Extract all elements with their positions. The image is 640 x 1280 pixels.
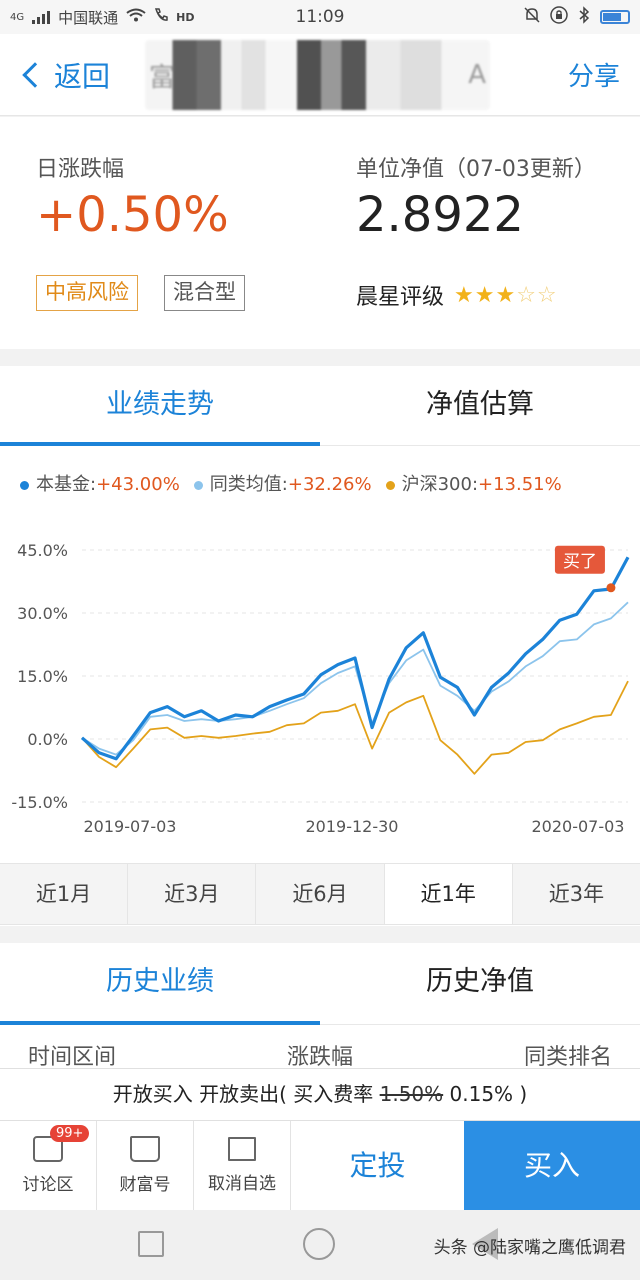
- fee-old-rate: 1.50%: [379, 1082, 444, 1106]
- legend-name: 本基金:: [36, 474, 97, 495]
- column-period: 时间区间: [28, 1045, 117, 1070]
- mute-icon: [524, 7, 540, 27]
- unfollow-label: 取消自选: [208, 1174, 276, 1194]
- x-tick-label: 2020-07-03: [532, 817, 625, 836]
- fund-summary: 日涨跌幅 +0.50% 单位净值（07-03更新） 2.8922 中高风险 混合…: [0, 117, 640, 349]
- legend-value: +43.00%: [96, 474, 180, 495]
- share-button[interactable]: 分享: [567, 62, 620, 92]
- fortune-button[interactable]: 财富号: [97, 1121, 194, 1210]
- series-line-csi300: [81, 680, 629, 775]
- network-type: 4G: [10, 11, 25, 23]
- back-button[interactable]: 返回: [20, 55, 110, 95]
- discuss-button[interactable]: 讨论区 99+: [0, 1121, 97, 1210]
- legend-item-peer: 同类均值:+32.26%: [193, 470, 372, 496]
- fortune-label: 财富号: [119, 1175, 171, 1195]
- range-selector: 近1月 近3月 近6月 近1年 近3年: [0, 863, 640, 925]
- column-rank: 同类排名: [523, 1045, 612, 1070]
- range-3y[interactable]: 近3年: [548, 882, 605, 906]
- hd-label: HD: [176, 10, 195, 24]
- x-tick-label: 2019-07-03: [84, 817, 177, 836]
- recent-apps-icon[interactable]: [138, 1231, 164, 1257]
- home-icon[interactable]: [303, 1228, 335, 1260]
- carrier-name: 中国联通: [58, 8, 119, 27]
- tab-history-nav[interactable]: 历史净值: [426, 966, 534, 997]
- y-tick-label: -15.0%: [11, 793, 68, 812]
- chevron-left-icon: [22, 61, 48, 88]
- tab-history-performance[interactable]: 历史业绩: [106, 966, 214, 997]
- back-label: 返回: [54, 59, 111, 93]
- chart-legend: 本基金:+43.00% 同类均值:+32.26% 沪深300:+13.51%: [20, 470, 562, 496]
- action-bar: 讨论区 99+ 财富号 取消自选 定投 买入: [0, 1120, 640, 1210]
- bluetooth-icon: [578, 6, 590, 28]
- stars-filled: ★★★: [454, 282, 517, 308]
- range-3m[interactable]: 近3月: [128, 864, 257, 924]
- y-tick-label: 45.0%: [17, 541, 68, 560]
- call-icon: [154, 8, 168, 26]
- unfollow-icon: [228, 1137, 256, 1161]
- buy-marker: [606, 583, 616, 593]
- fund-type-tag: 混合型: [164, 275, 245, 311]
- legend-item-index: 沪深300:+13.51%: [385, 470, 562, 496]
- y-tick-label: 15.0%: [17, 667, 68, 686]
- discuss-label: 讨论区: [22, 1175, 74, 1195]
- range-1m[interactable]: 近1月: [0, 864, 129, 924]
- stars-empty: ☆☆: [516, 282, 558, 308]
- chart-tabs: 业绩走势 净值估算: [0, 366, 640, 446]
- nav-label: 单位净值（07-03更新）: [356, 157, 596, 182]
- sip-button[interactable]: 定投: [349, 1149, 406, 1182]
- watermark: 头条 @陆家嘴之鹰低调君: [433, 1238, 626, 1258]
- buy-annotation-label: 买了: [563, 552, 597, 572]
- signal-icon: [32, 10, 51, 24]
- chat-icon: [33, 1136, 63, 1162]
- fund-title-blurred: 富 A: [145, 40, 490, 110]
- tab-underline: [0, 1021, 320, 1025]
- performance-chart: 45.0% 30.0% 15.0% 0.0% -15.0% 2019-07-03 2019-…: [11, 541, 630, 836]
- tab-nav-estimate[interactable]: 净值估算: [426, 389, 534, 420]
- series-line-fund: [80, 556, 630, 761]
- daily-change-label: 日涨跌幅: [36, 157, 125, 182]
- legend-name: 沪深300:: [401, 474, 479, 495]
- rating-label: 晨星评级: [356, 285, 445, 310]
- star-icon: ★★★☆☆: [454, 283, 558, 308]
- buy-annotation-box: [554, 545, 605, 574]
- nav-value: 2.8922: [356, 187, 524, 243]
- notification-badge: 99+: [50, 1125, 90, 1142]
- title-first-char: 富: [149, 62, 176, 93]
- wifi-icon: [126, 8, 146, 26]
- series-line-peer-average: [81, 601, 629, 756]
- x-tick-label: 2019-12-30: [306, 817, 399, 836]
- nav-bar: 返回 富 A 分享: [0, 34, 640, 116]
- y-tick-label: 0.0%: [27, 730, 68, 749]
- risk-tag: 中高风险: [36, 275, 138, 311]
- daily-change-value: +0.50%: [36, 187, 229, 243]
- history-table-header: 时间区间 涨跌幅 同类排名: [0, 1039, 640, 1071]
- legend-name: 同类均值:: [209, 474, 288, 495]
- buy-button[interactable]: 买入: [464, 1121, 640, 1210]
- column-change: 涨跌幅: [286, 1045, 353, 1070]
- fee-new-rate: 0.15% ): [443, 1082, 528, 1106]
- store-icon: [130, 1136, 160, 1162]
- legend-value: +32.26%: [287, 474, 372, 495]
- fee-prefix: 开放买入 开放卖出( 买入费率: [112, 1082, 380, 1106]
- back-triangle-icon[interactable]: [472, 1228, 498, 1260]
- performance-panel: 业绩走势 净值估算 本基金:+43.00% 同类均值:+32.26% 沪深300…: [0, 366, 640, 926]
- battery-icon: [600, 10, 630, 24]
- tab-performance[interactable]: 业绩走势: [106, 389, 214, 420]
- legend-value: +13.51%: [478, 474, 562, 495]
- tab-underline: [0, 442, 320, 446]
- y-tick-label: 30.0%: [17, 604, 68, 623]
- history-panel: 历史业绩 历史净值 时间区间 涨跌幅 同类排名: [0, 943, 640, 1083]
- fee-info: 开放买入 开放卖出( 买入费率 1.50% 0.15% ): [0, 1068, 640, 1120]
- title-last-char: A: [468, 60, 486, 90]
- legend-item-fund: 本基金:+43.00%: [20, 470, 180, 496]
- range-1y[interactable]: 近1年: [384, 864, 513, 924]
- range-6m[interactable]: 近6月: [256, 864, 385, 924]
- history-tabs: 历史业绩 历史净值: [0, 943, 640, 1025]
- status-bar: 4G 中国联通 HD 11:09: [0, 0, 640, 34]
- morningstar-rating: 晨星评级 ★★★☆☆: [356, 279, 558, 311]
- system-nav-bar: 头条 @陆家嘴之鹰低调君: [0, 1210, 640, 1280]
- lock-icon: [550, 6, 568, 28]
- unfollow-button[interactable]: 取消自选: [194, 1121, 291, 1210]
